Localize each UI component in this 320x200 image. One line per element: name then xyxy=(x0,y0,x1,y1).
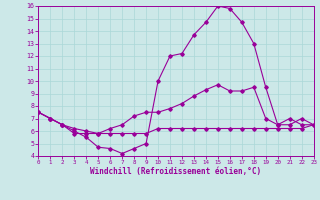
X-axis label: Windchill (Refroidissement éolien,°C): Windchill (Refroidissement éolien,°C) xyxy=(91,167,261,176)
